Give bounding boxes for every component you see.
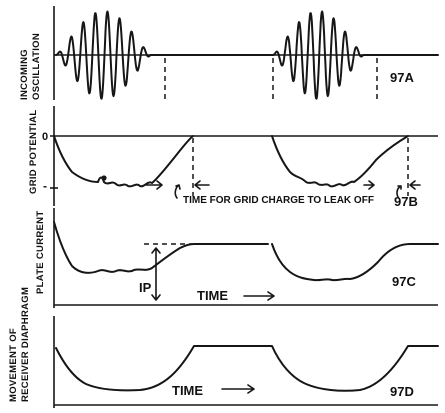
panel-97b-arrow-right: [194, 180, 210, 190]
panel-97b-arrow-left: [145, 180, 163, 190]
panel-97a-ylabel-line2: OSCILLATION: [31, 33, 42, 100]
panel-97a-waveform: [55, 10, 439, 100]
panel-97b-tick-minus: -: [43, 179, 47, 193]
panel-97c-time-label: TIME: [197, 288, 228, 303]
panel-97c-time-arrow: [243, 291, 275, 301]
panel-97b-arrow-right-2: [409, 180, 421, 190]
panel-97b-dot: [101, 175, 107, 181]
panel-97a: 97A INCOMING OSCILLATION: [19, 6, 439, 103]
panel-97b-curve-1: [53, 135, 194, 188]
panel-97b-annotation: TIME FOR GRID CHARGE TO LEAK OFF: [183, 195, 374, 206]
panel-97d-time-label: TIME: [172, 383, 203, 398]
panel-97b-arrow-left-2: [363, 180, 375, 190]
panel-97d-time-arrow: [221, 384, 255, 394]
panel-97a-label: 97A: [390, 70, 414, 85]
panel-97b-hook-1: [174, 184, 181, 199]
panel-97c-label: 97C: [392, 274, 416, 289]
panel-97b-tick-zero: 0: [42, 131, 48, 143]
panel-97d-ylabel-line1: MOVEMENT OF: [8, 328, 19, 402]
panel-97c-curve-1: [53, 221, 269, 274]
panel-97d: TIME 97D MOVEMENT OF RECEIVER DIAPHRAGM: [8, 287, 439, 408]
panel-97b-label: 97B: [394, 194, 418, 209]
panel-97c: IP TIME 97C PLATE CURRENT: [35, 208, 439, 308]
panel-97b-ylabel: GRID POTENTIAL: [28, 110, 39, 194]
panel-97c-ip-arrow: [151, 247, 161, 301]
panel-97d-ylabel-line2: RECEIVER DIAPHRAGM: [20, 287, 31, 402]
panel-97b-hook-2: [396, 185, 402, 198]
panel-97c-curve-2: [271, 243, 439, 282]
panel-97b: 0 - TIME FOR GRID CHARGE TO LEAK OFF 97B…: [28, 106, 438, 209]
panel-97c-ip-label: IP: [139, 280, 152, 295]
panel-97c-ylabel: PLATE CURRENT: [35, 211, 46, 294]
panel-97b-curve-2: [271, 135, 409, 188]
panel-97d-curve: [55, 345, 439, 392]
panel-97d-label: 97D: [390, 384, 414, 399]
panel-97a-ylabel-line1: INCOMING: [19, 49, 30, 100]
